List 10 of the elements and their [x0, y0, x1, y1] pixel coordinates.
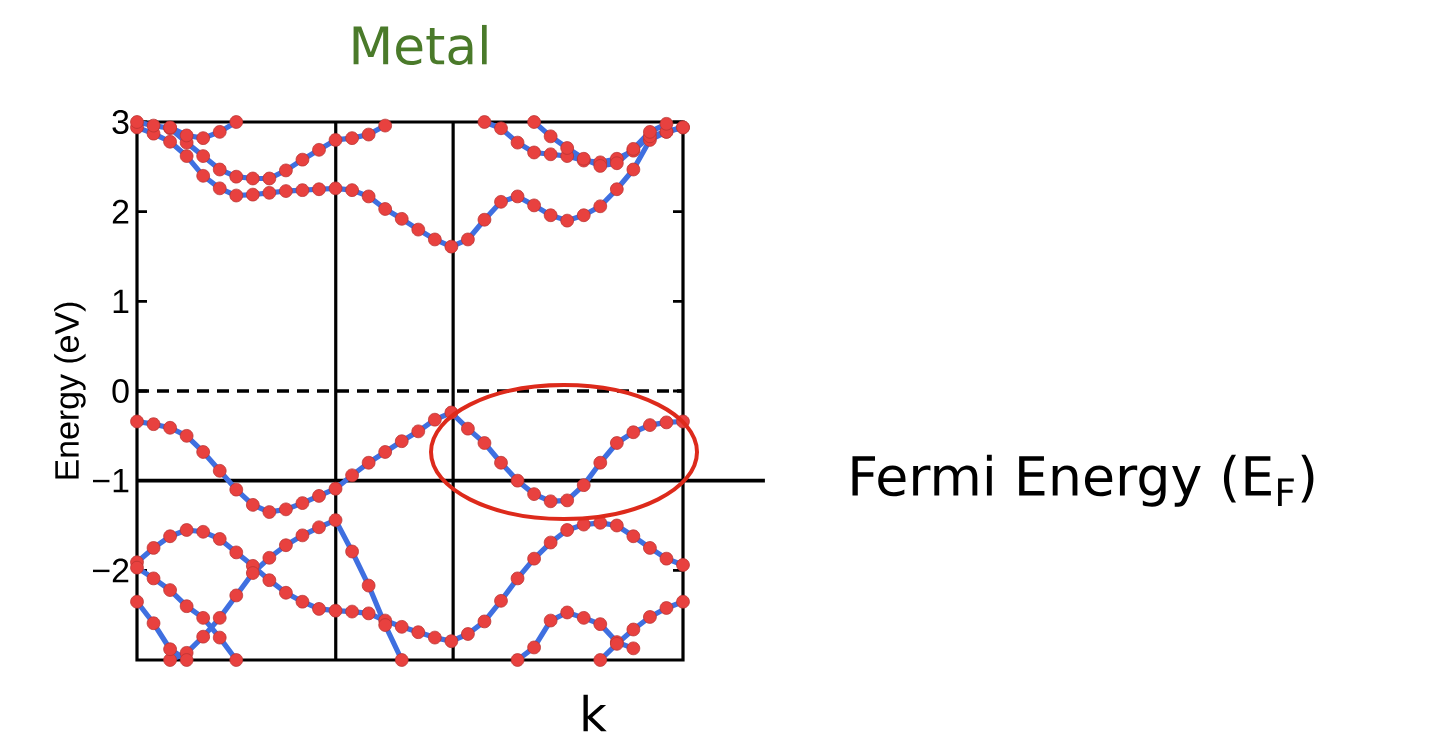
y-tick-label: 1 [113, 289, 129, 313]
y-tick-label: −2 [93, 558, 129, 583]
y-tick-label: 0 [112, 379, 129, 403]
y-tick-label: −1 [93, 469, 129, 493]
y-axis-title: Energy (eV) [54, 302, 86, 479]
y-tick-label: 2 [112, 199, 129, 224]
y-tick-label: 3 [112, 110, 129, 134]
chart-title: Metal [353, 24, 487, 66]
x-axis-title: k [583, 694, 607, 732]
ref-line-label: Fermi Energy (E$_{F}$) [852, 454, 1314, 507]
